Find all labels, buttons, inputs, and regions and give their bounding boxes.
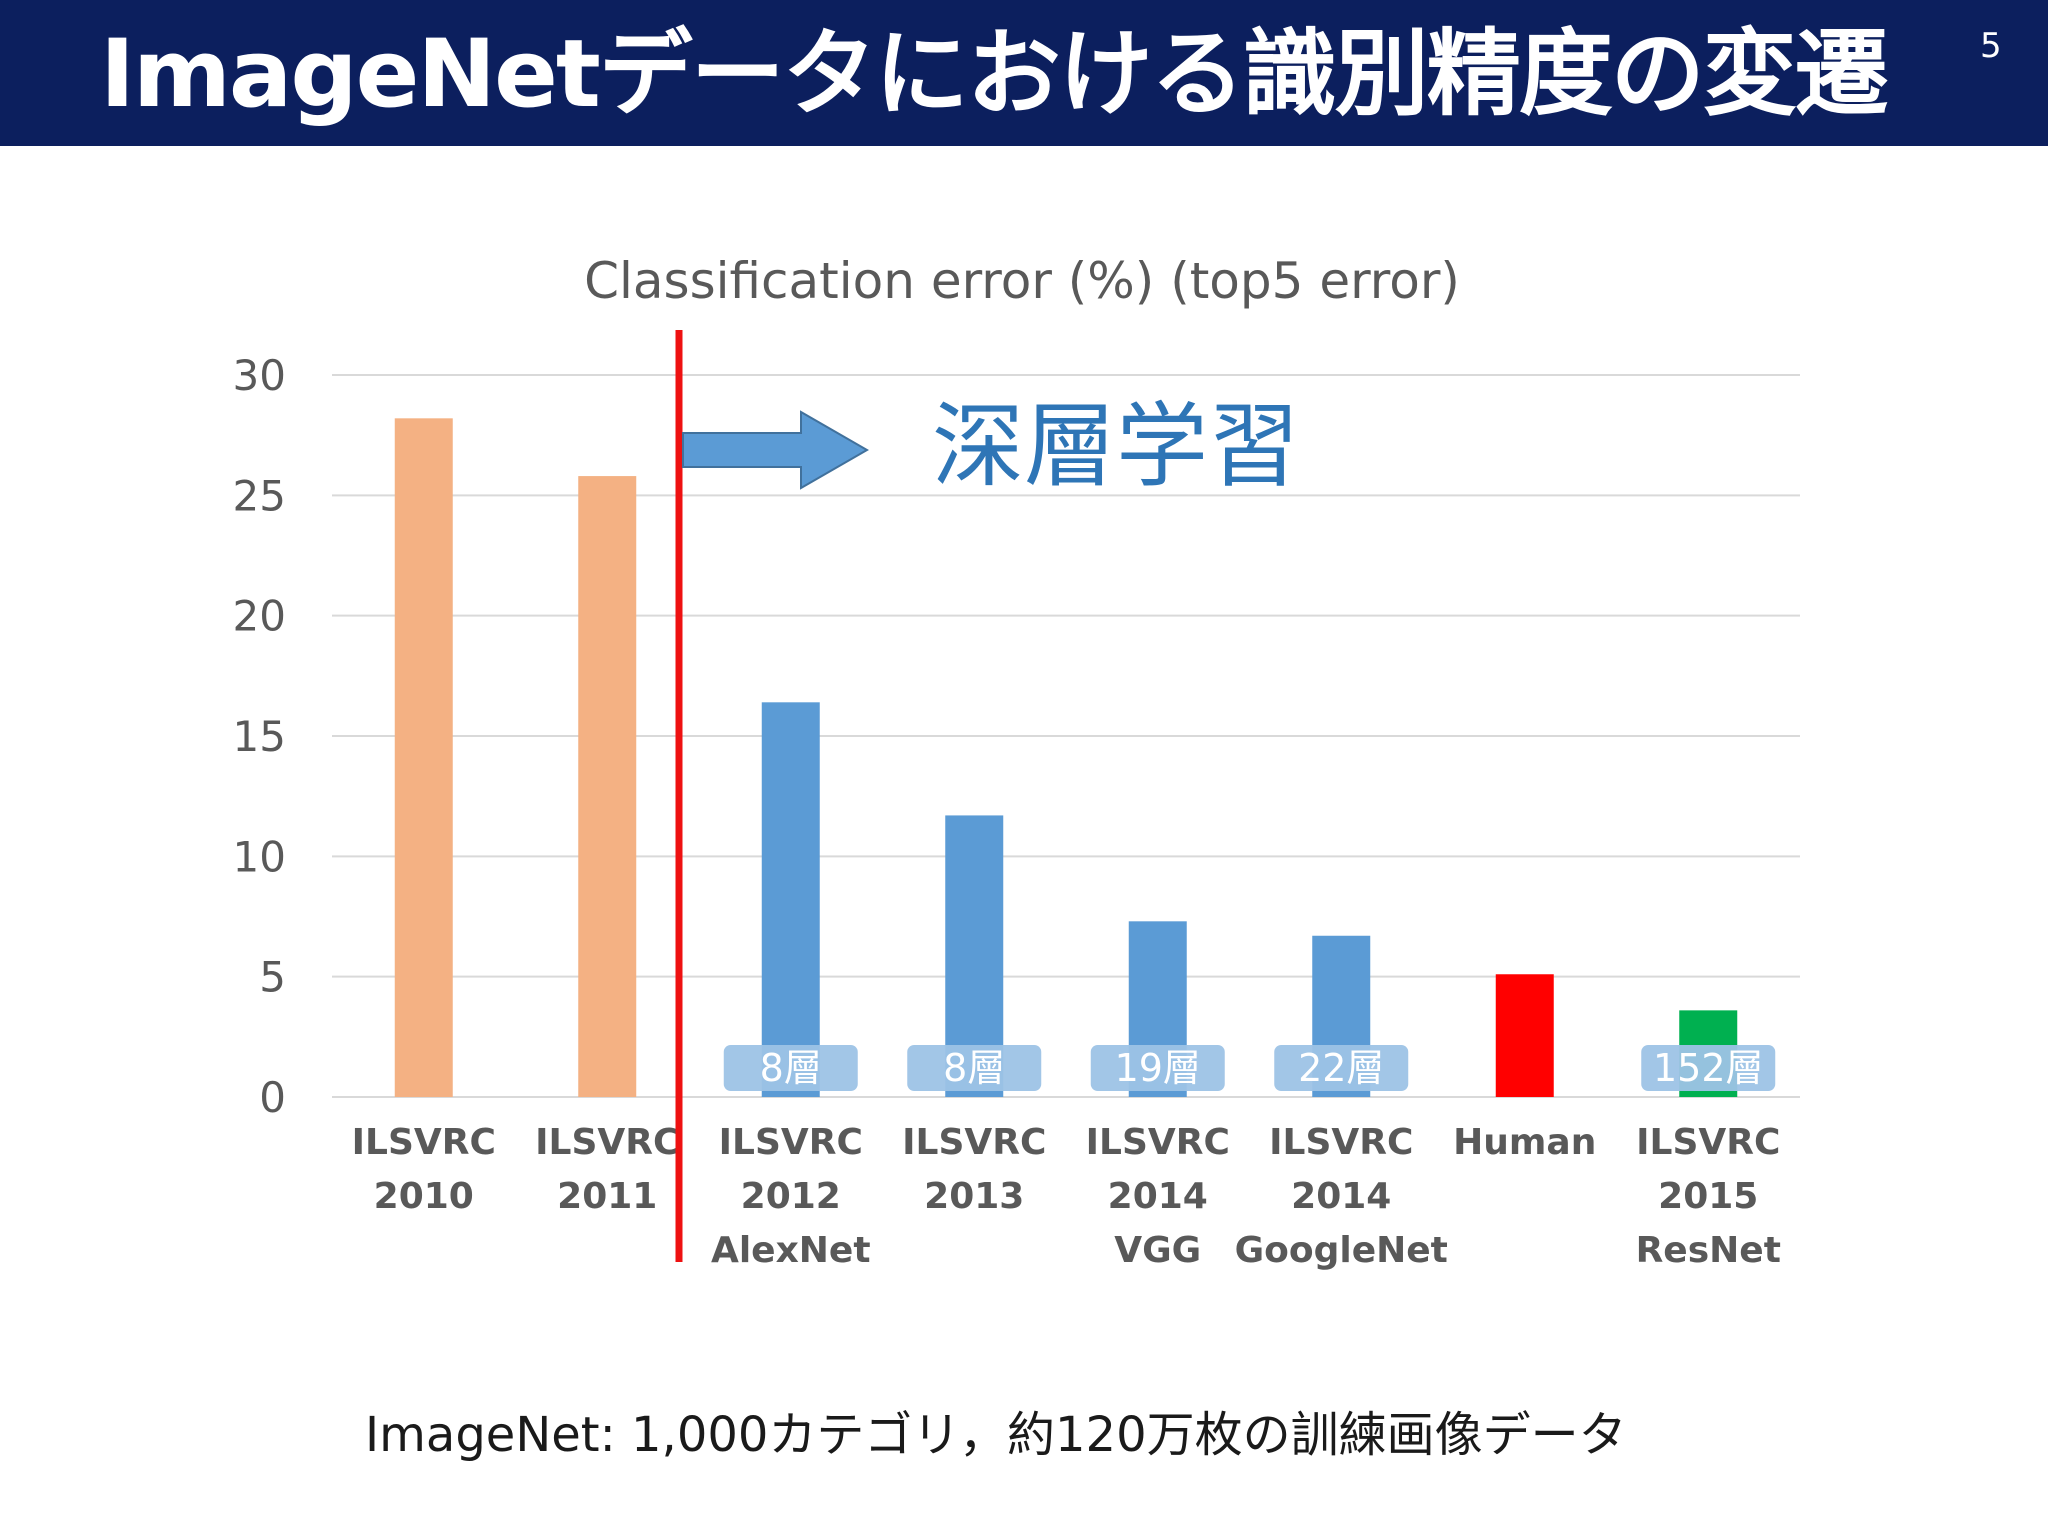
layer-badge	[1641, 1045, 1776, 1091]
title-bar: ImageNetデータにおける識別精度の変遷 5	[0, 0, 2048, 146]
x-tick-label: ILSVRC	[902, 1122, 1046, 1163]
x-tick-label: ILSVRC	[1086, 1122, 1230, 1163]
y-tick-label: 20	[233, 592, 286, 641]
x-tick-label: ResNet	[1636, 1230, 1781, 1271]
deep-learning-label: 深層学習	[932, 393, 1300, 500]
x-tick-label: ILSVRC	[352, 1122, 496, 1163]
x-tick-label: ILSVRC	[1269, 1122, 1413, 1163]
slide-title: ImageNetデータにおける識別精度の変遷	[100, 20, 1889, 129]
x-tick-label: Human	[1453, 1122, 1596, 1163]
footer-note: ImageNet: 1,000カテゴリ，約120万枚の訓練画像データ	[365, 1407, 1627, 1463]
layer-badge	[1274, 1045, 1409, 1091]
bar	[394, 418, 453, 1097]
bar	[1495, 974, 1554, 1097]
x-tick-label: 2014	[1108, 1176, 1208, 1217]
x-tick-label: ILSVRC	[719, 1122, 863, 1163]
y-tick-label: 30	[233, 351, 286, 400]
x-tick-label: ILSVRC	[535, 1122, 679, 1163]
x-tick-label: GoogleNet	[1235, 1230, 1448, 1271]
x-tick-label: 2015	[1658, 1176, 1758, 1217]
x-tick-label: 2010	[374, 1176, 474, 1217]
error-bar-chart: Classification error (%) (top5 error) 0 5 1…	[233, 252, 1800, 1271]
x-tick-label: ILSVRC	[1636, 1122, 1780, 1163]
layer-badge-label: 152層	[1653, 1046, 1764, 1090]
layer-badge	[907, 1045, 1042, 1091]
bar	[578, 476, 637, 1098]
x-tick-label: VGG	[1114, 1230, 1201, 1271]
chart-title: Classification error (%) (top5 error)	[584, 252, 1460, 310]
x-tick-label: 2012	[741, 1176, 841, 1217]
layer-badge	[1090, 1045, 1225, 1091]
right-arrow-icon	[682, 410, 870, 490]
layer-badge	[723, 1045, 858, 1091]
y-tick-label: 5	[259, 953, 286, 1002]
page-number: 5	[1980, 26, 2002, 66]
x-tick-label: AlexNet	[711, 1230, 871, 1271]
y-tick-label: 25	[233, 471, 286, 520]
bar	[761, 702, 820, 1097]
y-tick-label: 10	[233, 832, 286, 881]
x-tick-label: 2011	[557, 1176, 657, 1217]
layer-badge-label: 8層	[760, 1046, 822, 1090]
y-tick-label: 0	[259, 1073, 286, 1122]
layer-badge-label: 19層	[1115, 1046, 1201, 1090]
x-tick-label: 2014	[1291, 1176, 1391, 1217]
layer-badge-label: 22層	[1298, 1046, 1384, 1090]
layer-badge-label: 8層	[943, 1046, 1005, 1090]
y-tick-label: 15	[233, 712, 286, 761]
x-tick-label: 2013	[924, 1176, 1024, 1217]
